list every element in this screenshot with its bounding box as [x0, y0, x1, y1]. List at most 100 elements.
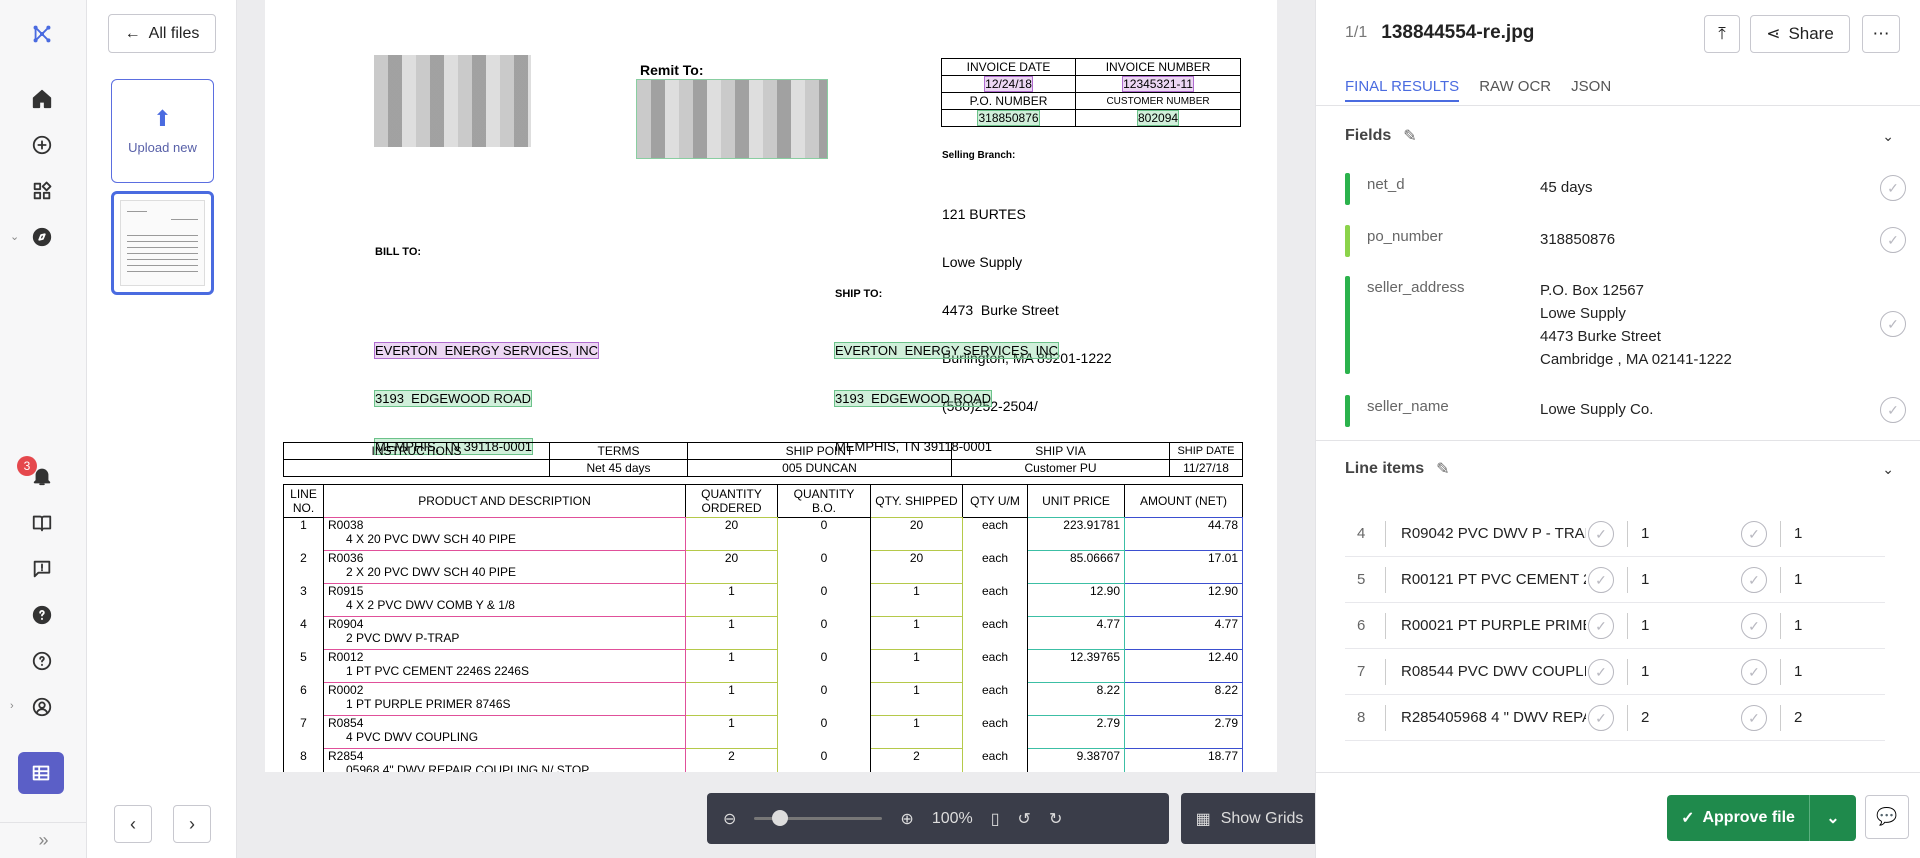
- field-value[interactable]: P.O. Box 12567 Lowe Supply 4473 Burke St…: [1540, 282, 1732, 368]
- line-items-section-header[interactable]: Line items ✎: [1345, 459, 1450, 479]
- line-item-product[interactable]: R00021 PT PURPLE PRIMER: [1401, 617, 1586, 634]
- collapse-rail-icon[interactable]: »: [0, 822, 87, 858]
- verify-check-icon[interactable]: ✓: [1741, 613, 1767, 639]
- approve-dropdown-icon[interactable]: ⌄: [1826, 810, 1840, 827]
- zoom-in-icon[interactable]: ⊕: [900, 810, 914, 828]
- results-panel: 1/1 138844554-re.jpg ⤒ ⋖ Share ⋯ FINAL R…: [1315, 0, 1920, 858]
- line-item-quantity[interactable]: 1: [1641, 663, 1650, 680]
- line-item-row[interactable]: 6 R00021 PT PURPLE PRIMER ✓ 1 ✓ 1: [1345, 603, 1885, 649]
- line-item-row[interactable]: 4 R09042 PVC DWV P - TRAP ✓ 1 ✓ 1: [1345, 511, 1885, 557]
- product-cell: R0012 1 PT PVC CEMENT 2246S 2246S: [323, 649, 686, 683]
- edit-pencil-icon[interactable]: ✎: [1403, 128, 1417, 145]
- qty-bo: 0: [777, 715, 871, 749]
- field-row-seller-address[interactable]: seller_address P.O. Box 12567 Lowe Supply…: [1345, 276, 1906, 375]
- fit-page-icon[interactable]: ▯: [990, 810, 1000, 828]
- collapse-fields-icon[interactable]: ⌄: [1882, 128, 1894, 144]
- verify-check-icon[interactable]: ✓: [1588, 705, 1614, 731]
- line-item-quantity-2[interactable]: 1: [1794, 525, 1803, 542]
- zoom-slider-knob[interactable]: [772, 810, 789, 826]
- line-item-quantity[interactable]: 2: [1641, 709, 1650, 726]
- field-key: seller_name: [1367, 398, 1449, 415]
- product-cell: R0002 1 PT PURPLE PRIMER 8746S: [323, 682, 686, 716]
- line-item-quantity[interactable]: 1: [1641, 525, 1650, 542]
- home-icon[interactable]: [28, 85, 56, 113]
- tab-json[interactable]: JSON: [1571, 78, 1612, 95]
- verify-check-icon[interactable]: ✓: [1880, 227, 1906, 253]
- zoom-out-icon[interactable]: ⊖: [723, 810, 737, 828]
- approve-main[interactable]: ✓ Approve file: [1667, 795, 1810, 841]
- verify-check-icon[interactable]: ✓: [1588, 659, 1614, 685]
- upload-new-button[interactable]: ⬆ Upload new: [111, 79, 214, 183]
- verify-check-icon[interactable]: ✓: [1741, 567, 1767, 593]
- field-value[interactable]: 318850876: [1540, 231, 1616, 248]
- field-row-net-d[interactable]: net_d 45 days ✓: [1345, 173, 1906, 206]
- edit-pencil-icon[interactable]: ✎: [1436, 461, 1450, 478]
- line-item-quantity-2[interactable]: 2: [1794, 709, 1803, 726]
- customer-number-value: 802094: [1136, 110, 1180, 126]
- brand-logo-icon[interactable]: [28, 20, 56, 48]
- line-item-product[interactable]: R09042 PVC DWV P - TRAP: [1401, 525, 1586, 542]
- help-filled-icon[interactable]: [28, 601, 56, 629]
- next-file-button[interactable]: ›: [173, 805, 211, 843]
- invoice-page[interactable]: Remit To: INVOICE DATE INVOICE NUMBER 12/…: [265, 0, 1277, 772]
- verify-check-icon[interactable]: ✓: [1880, 311, 1906, 337]
- fields-section-header[interactable]: Fields ✎: [1345, 126, 1417, 146]
- line-item-product[interactable]: R285405968 4 " DWV REPAIR: [1401, 709, 1586, 726]
- comment-icon[interactable]: 💬: [1865, 795, 1909, 839]
- file-header: 1/1 138844554-re.jpg: [1345, 22, 1534, 44]
- page-thumbnail[interactable]: [111, 191, 214, 295]
- rotate-left-icon[interactable]: ↺: [1017, 810, 1031, 828]
- zoom-slider[interactable]: [754, 810, 883, 826]
- table-view-icon[interactable]: [18, 752, 64, 794]
- verify-check-icon[interactable]: ✓: [1880, 175, 1906, 201]
- book-icon[interactable]: [28, 509, 56, 537]
- show-grids-button[interactable]: ▦ Show Grids: [1181, 793, 1318, 844]
- collapse-line-items-icon[interactable]: ⌄: [1882, 461, 1894, 477]
- line-item-product[interactable]: R00121 PT PVC CEMENT 2246S: [1401, 571, 1586, 588]
- tab-raw-ocr[interactable]: RAW OCR: [1479, 78, 1552, 95]
- profile-expand-icon[interactable]: ›: [10, 700, 14, 712]
- verify-check-icon[interactable]: ✓: [1588, 521, 1614, 547]
- show-grids-label: Show Grids: [1220, 809, 1304, 827]
- product-cell: R0904 2 PVC DWV P-TRAP: [323, 616, 686, 650]
- more-options-button[interactable]: ⋯: [1862, 15, 1900, 53]
- fields-title: Fields: [1345, 127, 1392, 144]
- verify-check-icon[interactable]: ✓: [1741, 705, 1767, 731]
- export-button[interactable]: ⤒: [1704, 15, 1740, 53]
- compass-icon[interactable]: [28, 223, 56, 251]
- verify-check-icon[interactable]: ✓: [1588, 613, 1614, 639]
- prev-file-button[interactable]: ‹: [114, 805, 152, 843]
- tab-final-results[interactable]: FINAL RESULTS: [1345, 78, 1460, 102]
- expand-chevron-icon[interactable]: ⌄: [10, 231, 20, 243]
- verify-check-icon[interactable]: ✓: [1588, 567, 1614, 593]
- share-button[interactable]: ⋖ Share: [1750, 15, 1850, 53]
- line-item-quantity[interactable]: 1: [1641, 617, 1650, 634]
- verify-check-icon[interactable]: ✓: [1741, 521, 1767, 547]
- line-item-quantity-2[interactable]: 1: [1794, 663, 1803, 680]
- line-item-quantity[interactable]: 1: [1641, 571, 1650, 588]
- field-value[interactable]: 45 days: [1540, 179, 1593, 196]
- help-outline-icon[interactable]: [28, 647, 56, 675]
- user-icon[interactable]: [28, 693, 56, 721]
- field-row-po-number[interactable]: po_number 318850876 ✓: [1345, 225, 1906, 258]
- qty-bo: 0: [777, 517, 871, 551]
- feedback-icon[interactable]: [28, 555, 56, 583]
- field-row-seller-name[interactable]: seller_name Lowe Supply Co. ✓: [1345, 395, 1906, 428]
- verify-check-icon[interactable]: ✓: [1741, 659, 1767, 685]
- bell-icon[interactable]: [28, 462, 56, 490]
- line-item-quantity-2[interactable]: 1: [1794, 617, 1803, 634]
- apps-icon[interactable]: [28, 177, 56, 205]
- approve-file-button[interactable]: ✓ Approve file ⌄: [1667, 795, 1856, 841]
- line-item-quantity-2[interactable]: 1: [1794, 571, 1803, 588]
- line-item-product[interactable]: R08544 PVC DWV COUPLING: [1401, 663, 1586, 680]
- verify-check-icon[interactable]: ✓: [1880, 397, 1906, 423]
- rotate-right-icon[interactable]: ↻: [1048, 810, 1063, 828]
- add-circle-icon[interactable]: [28, 131, 56, 159]
- ship-to-label: SHIP TO:: [835, 288, 883, 300]
- all-files-button[interactable]: ← All files: [108, 14, 216, 53]
- field-value[interactable]: Lowe Supply Co.: [1540, 401, 1654, 418]
- product-description: 4 PVC DWV COUPLING: [346, 730, 479, 744]
